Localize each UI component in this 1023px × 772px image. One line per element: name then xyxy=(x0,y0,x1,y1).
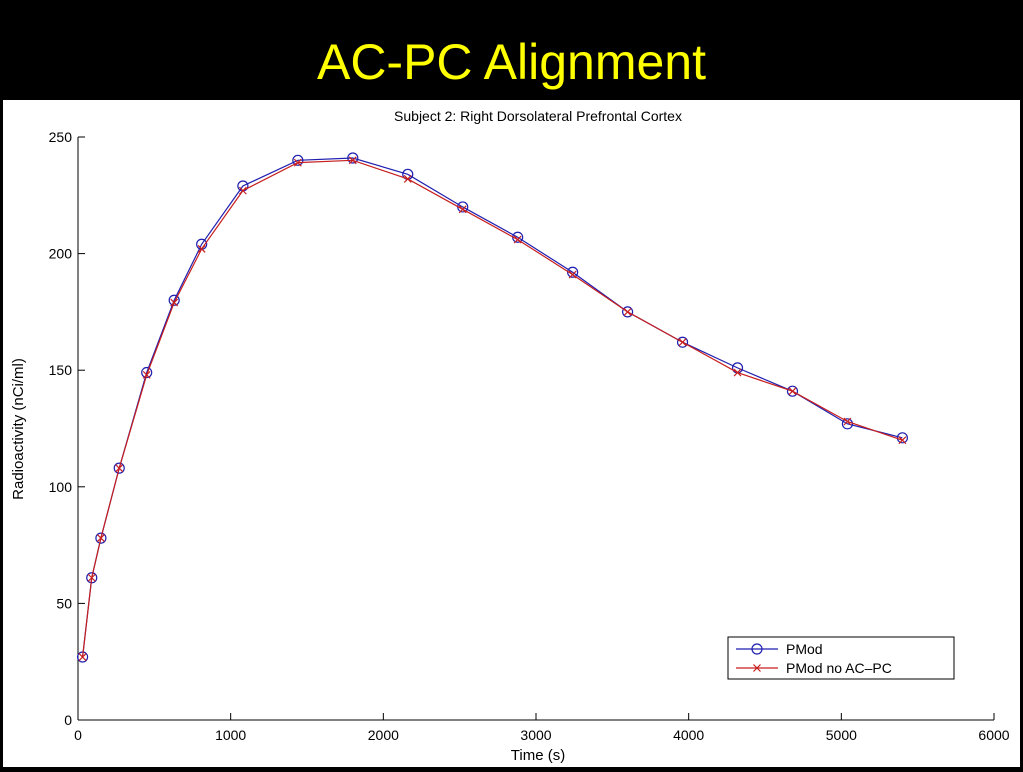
data-point xyxy=(513,235,522,244)
data-point xyxy=(238,186,247,195)
x-marker-stroke xyxy=(788,387,797,396)
x-marker-stroke xyxy=(403,175,412,183)
data-point xyxy=(115,464,124,473)
chart-title: Subject 2: Right Dorsolateral Prefrontal… xyxy=(394,108,682,124)
x-marker-stroke xyxy=(623,307,632,316)
x-marker-stroke xyxy=(733,368,742,377)
legend-box xyxy=(727,636,955,680)
data-point xyxy=(113,462,125,474)
x-tick-label: 4000 xyxy=(673,727,704,743)
left-border xyxy=(0,100,3,767)
x-marker-stroke xyxy=(197,245,206,253)
data-point xyxy=(676,336,689,348)
series-pmod-no-acpc xyxy=(78,156,907,661)
data-point xyxy=(168,294,180,306)
slide-header: AC-PC Alignment xyxy=(0,0,1023,100)
data-point xyxy=(293,158,302,167)
x-tick-label: 6000 xyxy=(978,727,1009,743)
legend-label: PMod no AC–PC xyxy=(786,660,892,676)
x-tick-label: 5000 xyxy=(826,727,857,743)
y-axis-label: Radioactivity (nCi/ml) xyxy=(10,358,27,500)
data-point xyxy=(623,307,632,316)
legend: PMod PMod no AC–PC xyxy=(727,636,955,680)
data-point xyxy=(95,532,107,544)
right-border xyxy=(1020,100,1023,767)
data-point xyxy=(403,175,412,183)
y-tick-label: 200 xyxy=(49,246,73,262)
legend-entry: PMod xyxy=(736,641,823,657)
legend-marker xyxy=(751,643,763,655)
x-marker-stroke xyxy=(78,653,87,661)
x-tick-label: 1000 xyxy=(215,727,246,743)
data-point xyxy=(87,573,96,582)
x-marker-stroke xyxy=(170,298,179,307)
data-point xyxy=(348,156,357,165)
x-tick-label: 3000 xyxy=(520,727,551,743)
x-marker-stroke xyxy=(87,573,96,582)
x-marker-stroke xyxy=(843,417,852,426)
x-marker-stroke xyxy=(753,664,761,672)
y-tick-label: 0 xyxy=(64,712,72,728)
series-line xyxy=(81,159,903,658)
x-marker-stroke xyxy=(678,338,687,347)
data-point xyxy=(896,432,909,444)
plot-panel: Subject 2: Right Dorsolateral Prefrontal… xyxy=(0,100,1023,767)
y-tick-label: 150 xyxy=(49,362,73,378)
data-point xyxy=(292,154,304,166)
data-point xyxy=(141,366,153,379)
radioactivity-line-chart: Subject 2: Right Dorsolateral Prefrontal… xyxy=(10,108,1010,764)
x-marker-stroke xyxy=(238,186,247,195)
x-marker-stroke xyxy=(293,158,302,167)
data-point xyxy=(568,270,577,279)
data-point xyxy=(170,298,179,307)
slide-title: AC-PC Alignment xyxy=(316,34,707,90)
data-point xyxy=(96,534,105,543)
data-point xyxy=(786,385,799,397)
x-marker-stroke xyxy=(568,270,577,279)
data-point xyxy=(347,152,359,164)
data-point xyxy=(78,653,87,661)
data-point xyxy=(841,418,854,430)
legend-marker xyxy=(753,664,761,672)
data-point xyxy=(843,417,852,426)
data-point xyxy=(197,245,206,253)
data-point xyxy=(788,387,797,396)
x-marker-stroke xyxy=(96,534,105,543)
data-point xyxy=(621,306,634,318)
x-tick-label: 0 xyxy=(74,727,82,743)
data-point xyxy=(733,368,742,377)
x-marker-stroke xyxy=(898,436,907,445)
x-marker-stroke xyxy=(115,464,124,473)
series-layer xyxy=(76,152,909,663)
x-axis-label: Time (s) xyxy=(511,747,565,764)
x-marker-stroke xyxy=(513,235,522,244)
x-marker-stroke xyxy=(348,156,357,165)
data-point xyxy=(678,338,687,347)
data-point xyxy=(142,370,151,379)
y-tick-label: 100 xyxy=(49,479,73,495)
data-point xyxy=(898,436,907,445)
x-tick-label: 2000 xyxy=(368,727,399,743)
data-point xyxy=(567,266,579,278)
data-point xyxy=(458,205,467,214)
legend-label: PMod xyxy=(786,641,823,657)
x-marker-stroke xyxy=(458,205,467,214)
plot-area xyxy=(78,137,994,720)
legend-entry: PMod no AC–PC xyxy=(736,660,892,676)
y-tick-label: 50 xyxy=(56,595,72,611)
axes: 0 1000 2000 3000 4000 5000 6000 0 50 100 150 200 250 xyxy=(49,129,1010,743)
y-tick-label: 250 xyxy=(49,129,73,145)
x-marker-stroke xyxy=(142,370,151,379)
